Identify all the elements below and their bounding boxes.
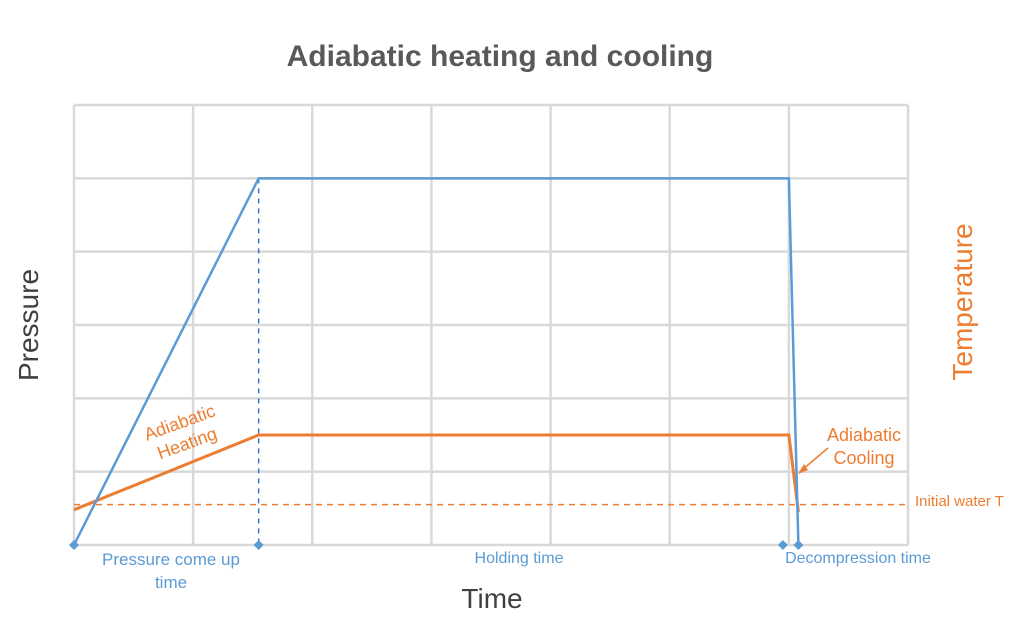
phase-marker-diamond	[69, 540, 79, 550]
cooling-label-line1: Adiabatic	[827, 425, 901, 445]
x-axis-title: Time	[461, 583, 522, 614]
adiabatic-cooling-annotation: Adiabatic Cooling	[798, 425, 901, 474]
cooling-arrow-line	[801, 447, 829, 471]
come-up-time-label-line2: time	[155, 573, 187, 592]
y-axis-right-title: Temperature	[947, 223, 978, 380]
adiabatic-heating-annotation: Adiabatic Heating	[141, 401, 219, 464]
cooling-label-line2: Cooling	[833, 448, 894, 468]
initial-water-temperature-label: Initial water T	[915, 493, 1004, 510]
gridlines	[72, 103, 910, 547]
phase-markers	[69, 540, 804, 550]
phase-marker-diamond	[777, 540, 788, 550]
pressure-series-line	[72, 177, 800, 546]
phase-marker-diamond	[253, 540, 264, 550]
chart-title: Adiabatic heating and cooling	[287, 40, 714, 73]
decompression-time-label: Decompression time	[785, 550, 931, 567]
cooling-arrow-head-icon	[798, 464, 808, 474]
y-axis-left-title: Pressure	[13, 269, 44, 381]
holding-time-label: Holding time	[475, 550, 564, 567]
temperature-series-line	[73, 433, 800, 513]
phase-marker-diamond	[793, 540, 804, 550]
come-up-time-label-line1: Pressure come up	[102, 550, 240, 569]
